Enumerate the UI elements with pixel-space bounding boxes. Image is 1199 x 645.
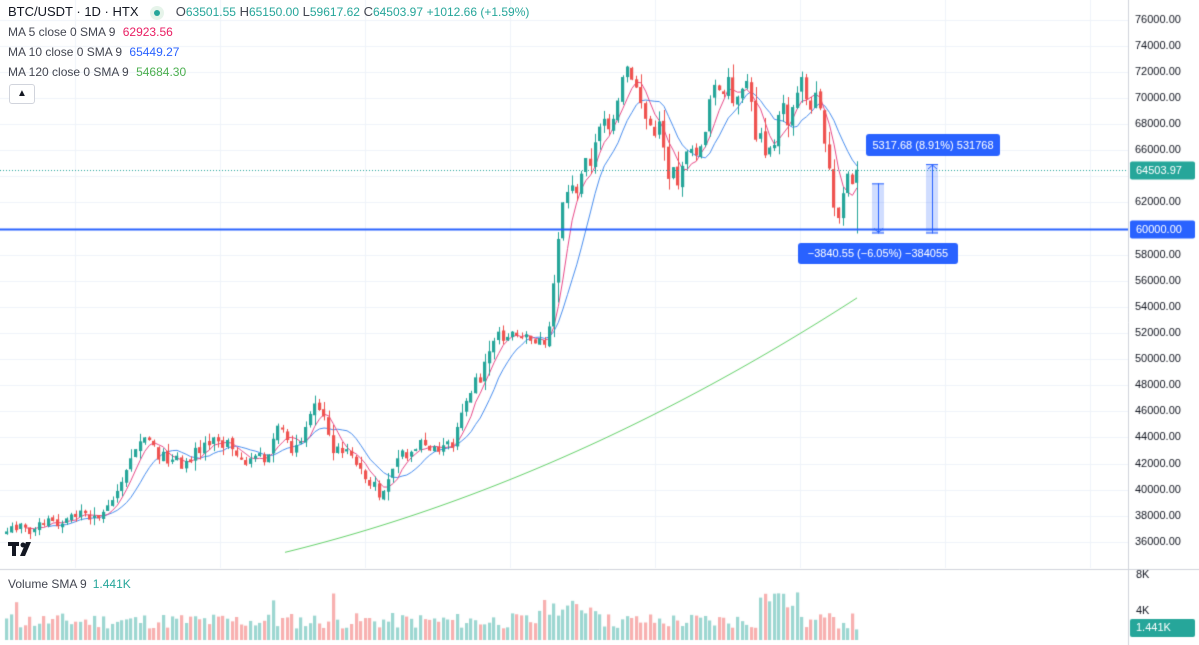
- high-label: H: [239, 4, 249, 19]
- low-label: L: [302, 4, 310, 19]
- market-status-icon: [150, 5, 165, 20]
- close-label: C: [363, 4, 373, 19]
- tradingview-logo-icon[interactable]: [8, 540, 38, 562]
- ma120-label: MA 120 close 0 SMA 9: [8, 65, 129, 79]
- ma5-value: 62923.56: [122, 25, 173, 39]
- ma120-value: 54684.30: [136, 65, 187, 79]
- symbol-legend: BTC/USDT · 1D · HTX O63501.55 H65150.00 …: [8, 4, 529, 20]
- ma5-legend[interactable]: MA 5 close 0 SMA 9 62923.56: [8, 25, 173, 39]
- low-value: 59617.62: [309, 5, 360, 19]
- ma10-legend[interactable]: MA 10 close 0 SMA 9 65449.27: [8, 45, 179, 59]
- volume-label: Volume SMA 9: [8, 577, 87, 591]
- change-value: +1012.66 (+1.59%): [426, 5, 530, 19]
- tradingview-logo-svg: [8, 542, 31, 556]
- volume-value: 1.441K: [92, 577, 131, 591]
- symbol-title[interactable]: BTC/USDT · 1D · HTX: [8, 4, 139, 19]
- ma120-legend[interactable]: MA 120 close 0 SMA 9 54684.30: [8, 65, 186, 79]
- close-value: 64503.97: [372, 5, 424, 19]
- ma10-label: MA 10 close 0 SMA 9: [8, 45, 123, 59]
- volume-legend[interactable]: Volume SMA 9 1.441K: [8, 577, 131, 591]
- ma5-label: MA 5 close 0 SMA 9: [8, 25, 116, 39]
- ma10-value: 65449.27: [129, 45, 180, 59]
- open-value: 63501.55: [185, 5, 236, 19]
- high-value: 65150.00: [248, 5, 300, 19]
- collapse-legend-button[interactable]: ▲: [9, 84, 35, 104]
- open-label: O: [175, 4, 186, 19]
- chevron-up-icon: ▲: [17, 88, 27, 99]
